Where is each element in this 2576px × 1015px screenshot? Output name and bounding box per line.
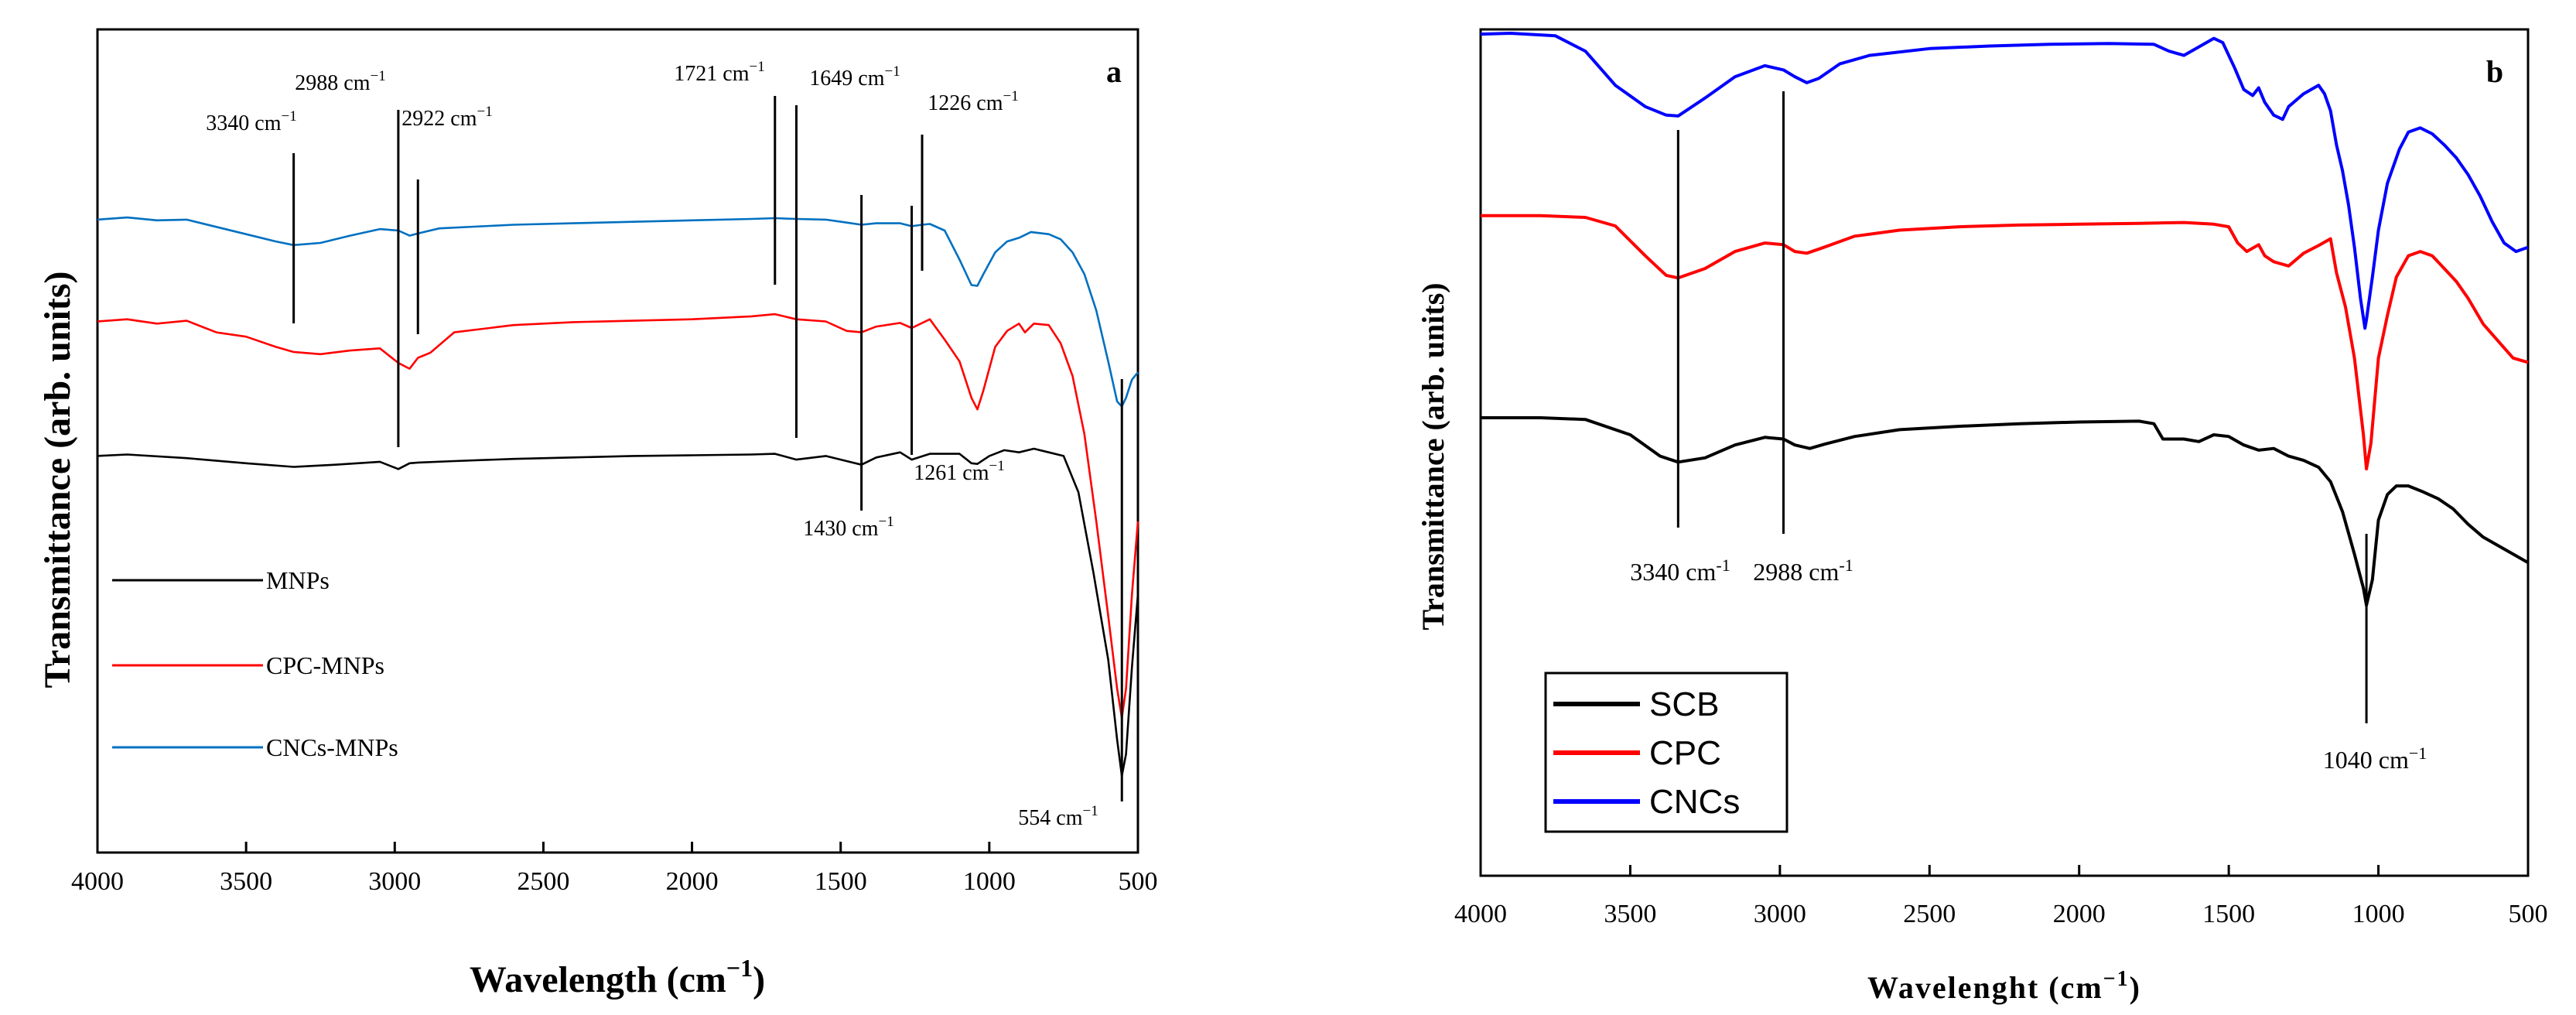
panel-a-x-tick-label-1500: 1500 xyxy=(815,867,867,896)
panel-a-plot-frame xyxy=(96,28,1139,854)
panel-a-x-tick-label-2500: 2500 xyxy=(517,867,569,896)
panel-a-series-line-cpc-mnps xyxy=(97,313,1139,719)
panel-a-annotation-label-2922: 2922 cm−1 xyxy=(401,104,492,131)
panel-a-x-tick-label-4000: 4000 xyxy=(71,867,124,896)
panel-b-legend-label-scb: SCB xyxy=(1649,685,1719,723)
panel-b-series-line-scb xyxy=(1481,416,2529,607)
panel-b-x-tick-label-3000: 3000 xyxy=(1754,900,1806,928)
panel-a-x-axis-title: Wavelength (cm−1) xyxy=(470,954,765,1000)
panel-b-x-tick-label-4000: 4000 xyxy=(1454,900,1507,928)
panel-b-x-tick-label-500: 500 xyxy=(2509,900,2548,928)
panel-a-x-ticks: 4000 3500 3000 2500 2000 1500 1000 500 xyxy=(71,842,1158,896)
panel-b-chart: 4000 3500 3000 2500 2000 1500 1000 500 3340 cm-… xyxy=(1416,28,2548,1005)
panel-a-legend-label-cncs-mnps: CNCs-MNPs xyxy=(266,733,398,761)
panel-b-plot-frame xyxy=(1479,28,2530,877)
panel-b-x-axis-title: Wavelenght (cm−1) xyxy=(1867,967,2141,1005)
panel-a-legend-label-cpc-mnps: CPC-MNPs xyxy=(266,651,384,679)
panel-a-y-axis-title: Transmittance (arb. units) xyxy=(37,271,78,688)
panel-a-legend: MNPs CPC-MNPs CNCs-MNPs xyxy=(112,566,398,761)
panel-b-annotation-label-1040: 1040 cm−1 xyxy=(2323,743,2427,774)
panel-a-series xyxy=(97,216,1139,777)
panel-b-annotation-label-3340: 3340 cm-1 xyxy=(1630,555,1730,586)
panel-a-annotation-label-2988: 2988 cm−1 xyxy=(295,68,385,95)
panel-b-legend-label-cncs: CNCs xyxy=(1649,783,1740,821)
panel-a-annotation-label-554: 554 cm−1 xyxy=(1018,803,1098,830)
panel-a-chart: 4000 3500 3000 2500 2000 1500 1000 500 3340 cm−… xyxy=(37,28,1158,1000)
panel-b-label: b xyxy=(2486,54,2503,89)
panel-a-label: a xyxy=(1106,54,1122,89)
panel-b-legend: SCB CPC CNCs xyxy=(1544,672,1789,833)
panel-b-x-tick-label-2500: 2500 xyxy=(1903,900,1956,928)
panel-a-x-tick-label-3500: 3500 xyxy=(220,867,272,896)
panel-b-x-tick-label-1500: 1500 xyxy=(2202,900,2255,928)
panel-a-annotation-label-1649: 1649 cm−1 xyxy=(809,63,900,91)
panel-b-y-axis-title: Transmittance (arb. units) xyxy=(1416,282,1450,630)
panel-a-x-tick-label-500: 500 xyxy=(1119,867,1158,896)
panel-b-x-tick-label-1000: 1000 xyxy=(2352,900,2405,928)
panel-a-annotation-label-1261: 1261 cm−1 xyxy=(914,458,1004,485)
panel-b-annotations: 3340 cm-1 2988 cm-1 1040 cm−1 xyxy=(1630,91,2427,774)
panel-a-annotation-label-3340: 3340 cm−1 xyxy=(206,108,296,135)
panel-a-x-tick-label-2000: 2000 xyxy=(666,867,719,896)
panel-b-x-tick-label-3500: 3500 xyxy=(1604,900,1656,928)
panel-b-legend-label-cpc: CPC xyxy=(1649,734,1721,772)
panel-a-annotation-label-1226: 1226 cm−1 xyxy=(928,88,1018,115)
panel-b-annotation-label-2988: 2988 cm-1 xyxy=(1753,555,1853,586)
panel-a-annotation-label-1430: 1430 cm−1 xyxy=(803,514,893,541)
panel-a-series-line-mnps xyxy=(97,447,1139,777)
panel-a-annotation-label-1721: 1721 cm−1 xyxy=(674,59,764,86)
panel-a-series-line-cncs-mnps xyxy=(97,216,1139,408)
panel-a-x-tick-label-3000: 3000 xyxy=(368,867,421,896)
panel-a-annotations: 3340 cm−1 2988 cm−1 2922 cm−1 1721 cm−1 1649… xyxy=(206,59,1123,830)
panel-a-legend-label-mnps: MNPs xyxy=(266,566,330,594)
panel-a-x-tick-label-1000: 1000 xyxy=(963,867,1016,896)
panel-b-x-ticks: 4000 3500 3000 2500 2000 1500 1000 500 xyxy=(1454,865,2548,928)
panel-b-series-line-cpc xyxy=(1481,214,2529,471)
panel-b-series-line-cncs xyxy=(1480,32,2529,330)
panel-b-series xyxy=(1480,32,2529,607)
panel-b-x-tick-label-2000: 2000 xyxy=(2053,900,2106,928)
